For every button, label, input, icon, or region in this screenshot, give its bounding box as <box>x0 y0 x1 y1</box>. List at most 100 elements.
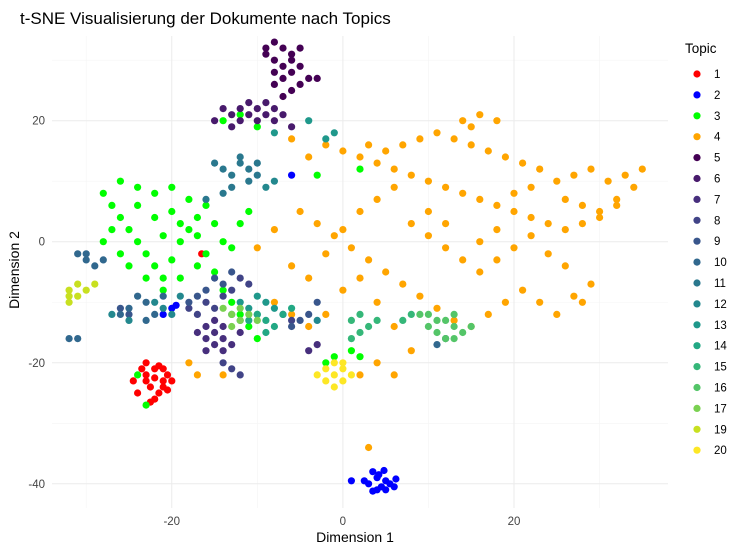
data-point <box>236 274 244 282</box>
data-point <box>578 298 587 306</box>
data-point <box>82 286 90 294</box>
data-point <box>390 322 398 331</box>
data-point <box>159 310 167 318</box>
data-point <box>74 292 82 300</box>
data-point <box>74 280 82 288</box>
data-point <box>236 159 244 167</box>
data-point <box>99 238 107 246</box>
data-point <box>253 159 261 167</box>
chart-title: t-SNE Visualisierung der Dokumente nach … <box>20 9 391 28</box>
data-point <box>330 129 338 137</box>
data-point <box>142 316 150 324</box>
data-point <box>151 374 159 382</box>
data-point <box>245 207 253 216</box>
data-point <box>142 401 150 409</box>
data-point <box>459 328 467 337</box>
data-point <box>399 280 407 288</box>
data-point <box>211 304 219 312</box>
data-point <box>253 316 261 324</box>
data-point <box>228 183 236 191</box>
series-topic-6 <box>211 99 296 131</box>
data-point <box>74 335 82 343</box>
data-point <box>228 322 236 331</box>
data-point <box>561 195 569 203</box>
data-point <box>501 153 509 161</box>
data-point <box>347 335 355 343</box>
data-point <box>168 377 176 385</box>
data-point <box>356 153 364 161</box>
grid <box>52 36 668 508</box>
data-point <box>270 322 278 331</box>
data-point <box>245 280 253 288</box>
data-point <box>493 201 501 209</box>
data-point <box>176 220 184 228</box>
data-point <box>553 310 561 318</box>
data-point <box>356 310 364 318</box>
data-point <box>536 298 544 306</box>
data-point <box>450 310 458 318</box>
data-point <box>330 383 338 391</box>
data-point <box>322 365 330 373</box>
y-tick-label: 0 <box>39 237 45 249</box>
data-point <box>305 74 313 82</box>
legend-title: Topic <box>685 41 717 56</box>
data-point <box>142 274 150 282</box>
series-topic-19 <box>65 280 99 306</box>
data-point <box>185 298 193 306</box>
data-point <box>168 207 176 216</box>
data-point <box>236 298 244 306</box>
data-point <box>279 44 287 52</box>
data-point <box>236 117 244 125</box>
scatter-points <box>65 38 646 495</box>
data-point <box>82 256 90 264</box>
legend-key <box>693 258 701 266</box>
legend-key <box>693 154 701 162</box>
data-point <box>279 111 287 119</box>
x-axis-title: Dimension 1 <box>316 529 394 545</box>
data-point <box>176 292 184 300</box>
data-point <box>228 310 236 318</box>
data-point <box>125 262 133 270</box>
data-point <box>296 44 304 52</box>
legend-label: 19 <box>714 424 727 436</box>
data-point <box>339 226 347 234</box>
data-point <box>279 92 287 101</box>
data-point <box>433 341 441 349</box>
data-point <box>356 274 364 282</box>
series-topic-15 <box>347 310 415 343</box>
series-topic-20 <box>313 359 355 391</box>
data-point <box>228 286 236 294</box>
data-point <box>313 341 321 349</box>
data-point <box>219 292 227 300</box>
data-point <box>373 359 381 367</box>
data-point <box>356 353 364 361</box>
legend-key <box>693 300 701 308</box>
data-point <box>424 322 432 331</box>
y-tick-label: -40 <box>28 479 45 491</box>
series-topic-16 <box>416 310 475 343</box>
data-point <box>373 316 381 324</box>
data-point <box>245 111 253 119</box>
data-point <box>493 226 501 234</box>
data-point <box>253 310 261 318</box>
data-point <box>399 316 407 324</box>
data-point <box>228 171 236 179</box>
data-point <box>202 195 210 203</box>
data-point <box>211 316 219 324</box>
data-point <box>151 298 159 306</box>
series-topic-3 <box>99 111 364 409</box>
data-point <box>159 232 167 240</box>
legend-label: 16 <box>714 383 727 395</box>
y-axis-title: Dimension 2 <box>6 231 22 309</box>
data-point <box>596 207 604 216</box>
data-point <box>185 195 193 203</box>
data-point <box>382 486 390 494</box>
data-point <box>339 147 347 155</box>
data-point <box>270 298 278 306</box>
series-topic-1 <box>129 250 206 406</box>
legend-label: 12 <box>714 299 727 311</box>
data-point <box>142 298 150 306</box>
data-point <box>142 371 150 379</box>
data-point <box>236 316 244 324</box>
data-point <box>416 292 424 300</box>
